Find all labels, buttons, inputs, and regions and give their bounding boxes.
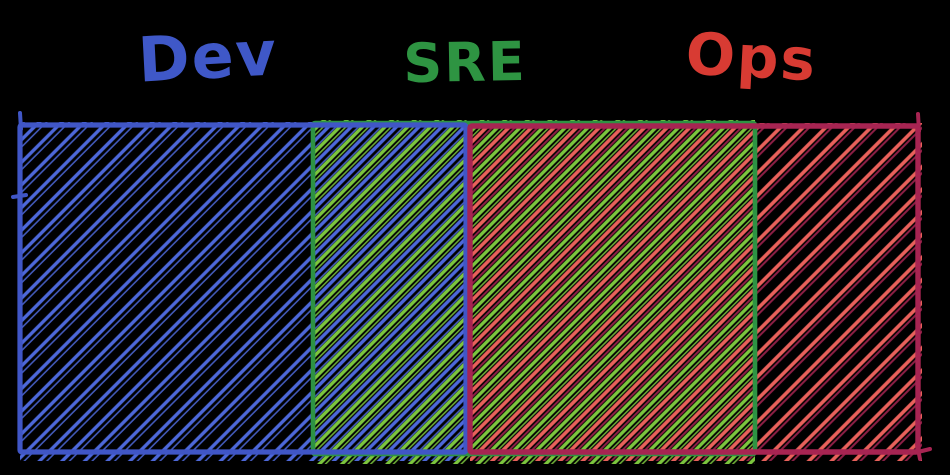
ops-label: Ops	[684, 19, 819, 95]
ops-rectangle-fill	[470, 123, 922, 461]
dev-rectangle-fill	[20, 122, 466, 461]
sketch-overshoot-ticks	[11, 111, 932, 461]
dev-rectangle	[17, 122, 469, 455]
ops-rectangle	[467, 123, 921, 455]
dev-label: Dev	[136, 16, 280, 97]
sre-label: SRE	[402, 29, 528, 96]
